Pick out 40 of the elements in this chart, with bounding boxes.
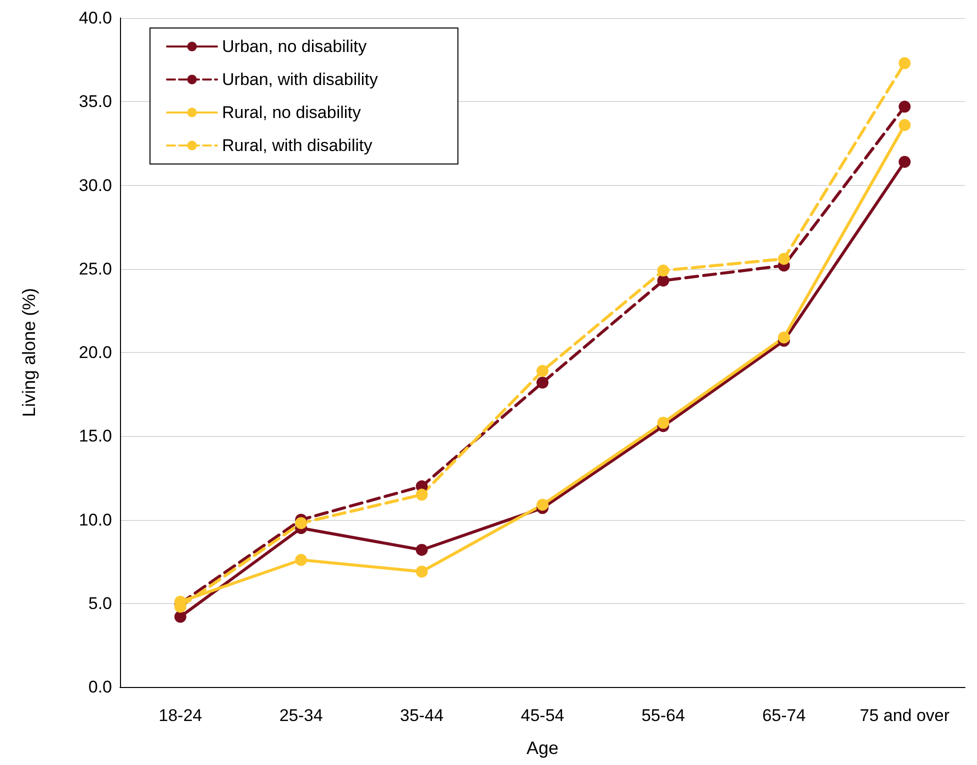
point xyxy=(295,517,308,530)
point xyxy=(657,416,670,429)
legend-label: Rural, with disability xyxy=(222,136,373,155)
x-tick-label: 55-64 xyxy=(641,706,685,725)
x-tick-label: 65-74 xyxy=(762,706,806,725)
y-tick-label: 0.0 xyxy=(88,678,112,696)
point xyxy=(898,119,911,132)
point xyxy=(536,498,548,511)
point xyxy=(778,252,790,265)
x-tick-label: 45-54 xyxy=(520,706,564,725)
legend-label: Urban, no disability xyxy=(222,37,368,56)
point xyxy=(295,554,308,566)
x-tick-label: 35-44 xyxy=(400,706,444,725)
point xyxy=(898,156,911,168)
y-tick-label: 35.0 xyxy=(78,92,112,112)
legend-label: Urban, with disability xyxy=(222,70,378,89)
point xyxy=(898,100,911,113)
y-axis-title: Living alone (%) xyxy=(19,288,39,418)
x-tick-label: 75 and over xyxy=(860,706,950,725)
y-tick-label: 10.0 xyxy=(78,510,112,530)
point xyxy=(657,264,670,277)
point xyxy=(536,376,548,389)
y-tick-label: 40.0 xyxy=(78,8,112,28)
legend-label: Rural, no disability xyxy=(222,103,362,122)
y-tick-label: 15.0 xyxy=(78,426,112,446)
y-tick-label: 20.0 xyxy=(78,343,112,362)
point xyxy=(536,364,548,377)
point xyxy=(416,566,428,578)
point xyxy=(898,57,911,70)
x-tick-label: 25-34 xyxy=(279,706,323,725)
point xyxy=(778,331,790,344)
y-tick-label: 25.0 xyxy=(78,259,112,278)
point xyxy=(657,274,670,287)
point xyxy=(174,610,186,623)
x-tick-label: 18-24 xyxy=(158,706,202,725)
point xyxy=(416,488,428,501)
y-tick-label: 5.0 xyxy=(88,594,112,613)
point xyxy=(416,544,428,556)
y-tick-label: 30.0 xyxy=(78,176,112,195)
x-axis-title: Age xyxy=(526,738,559,758)
